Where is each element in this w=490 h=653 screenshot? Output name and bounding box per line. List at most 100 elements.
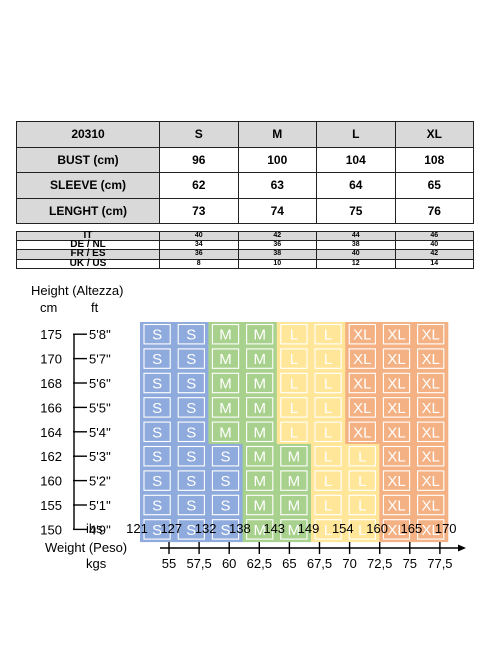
grid-cell <box>140 492 175 518</box>
grid-cell-frame <box>143 470 171 491</box>
kgs-label: 55 <box>162 556 176 571</box>
table-cell: 44 <box>316 230 396 242</box>
size-table-row: LENGHT (cm) 73 74 75 76 <box>16 197 474 224</box>
grid-cell-frame <box>280 372 308 394</box>
grid-cell <box>311 370 346 396</box>
grid-cell <box>208 346 244 372</box>
table-cell: 62 <box>159 172 239 199</box>
grid-cell <box>276 322 312 347</box>
height-ft-label: 5'7'' <box>89 352 111 367</box>
grid-cell-label: L <box>290 327 298 344</box>
grid-cell-label: L <box>324 473 332 490</box>
grid-cell-label: S <box>152 498 162 515</box>
grid-cell-label: M <box>253 351 266 368</box>
grid-cell-frame <box>382 397 411 418</box>
table-cell: 104 <box>316 146 396 173</box>
grid-cell-label: L <box>324 498 332 515</box>
size-table: 20310 S M L XL BUST (cm) 96 100 104 108 … <box>16 121 474 224</box>
grid-cell <box>345 468 380 494</box>
grid-cell-frame <box>382 372 411 394</box>
grid-cell-frame <box>382 323 411 345</box>
grid-cell-frame <box>246 421 274 443</box>
table-cell: 76 <box>394 197 474 224</box>
table-cell: 42 <box>237 230 317 242</box>
grid-cell-label: S <box>186 327 196 344</box>
grid-cell-label: M <box>219 424 232 441</box>
lbs-label: 149 <box>298 521 320 536</box>
grid-cell-label: XL <box>387 498 405 515</box>
kgs-label: 77,5 <box>427 556 452 571</box>
grid-cell-frame <box>211 372 240 394</box>
height-cm-label: 168 <box>40 376 62 391</box>
weight-axis-arrow-icon <box>458 544 466 552</box>
grid-cell-frame <box>280 397 308 418</box>
grid-cell-frame <box>348 421 376 443</box>
grid-cell-label: L <box>358 522 366 539</box>
size-header-xl: XL <box>394 121 474 148</box>
grid-cell-frame <box>177 494 205 516</box>
kgs-label: 60 <box>222 556 236 571</box>
grid-cell <box>413 419 449 445</box>
grid-cell <box>413 395 449 421</box>
grid-cell-label: XL <box>353 400 371 417</box>
grid-cell-label: S <box>152 351 162 368</box>
table-cell: 73 <box>159 197 239 224</box>
lbs-label: 170 <box>435 521 457 536</box>
table-cell: 38 <box>237 249 317 260</box>
grid-cell-frame <box>314 445 342 467</box>
grid-cell-label: M <box>219 327 232 344</box>
grid-cell-label: M <box>288 449 301 466</box>
grid-cell-label: L <box>290 400 298 417</box>
grid-cell-label: M <box>219 376 232 393</box>
lbs-label: 143 <box>263 521 285 536</box>
size-header-s: S <box>159 121 239 148</box>
grid-cell-label: M <box>253 522 266 539</box>
grid-cell <box>276 370 312 396</box>
grid-cell-frame <box>211 445 240 467</box>
grid-cell-frame <box>280 470 308 491</box>
height-ft-label: 5'4'' <box>89 425 111 440</box>
grid-cell-label: XL <box>422 424 440 441</box>
grid-cell-label: L <box>324 376 332 393</box>
height-title: Height (Altezza) <box>31 283 123 298</box>
table-cell: 100 <box>237 146 317 173</box>
grid-cell-label: XL <box>422 473 440 490</box>
grid-cell-frame <box>280 494 308 516</box>
grid-cell <box>242 346 278 372</box>
size-table-row: SLEEVE (cm) 62 63 64 65 <box>16 172 474 199</box>
grid-cell-frame <box>382 348 411 369</box>
grid-cell-frame <box>143 372 171 394</box>
grid-cell-label: S <box>152 400 162 417</box>
grid-cell <box>345 492 380 518</box>
grid-cell-label: XL <box>353 376 371 393</box>
grid-cell-label: L <box>358 498 366 515</box>
grid-cell <box>208 517 244 543</box>
ft-label: ft <box>91 300 99 315</box>
grid-cell-label: S <box>186 449 196 466</box>
region-label: DE / NL <box>16 240 160 251</box>
lbs-label: 160 <box>366 521 388 536</box>
grid-cell-label: M <box>219 400 232 417</box>
size-header-l: L <box>316 121 396 148</box>
grid-cell-frame <box>246 445 274 467</box>
conversion-row: DE / NL 34 36 38 40 <box>16 240 474 251</box>
grid-cell <box>242 517 278 543</box>
grid-cell-label: S <box>186 473 196 490</box>
grid-cell <box>140 517 175 543</box>
grid-cell <box>174 492 209 518</box>
grid-cell-frame <box>348 372 376 394</box>
lbs-label: 127 <box>160 521 182 536</box>
grid-cell-label: L <box>324 327 332 344</box>
grid-cell-label: L <box>290 351 298 368</box>
grid-cell-label: XL <box>387 522 405 539</box>
size-table-row: BUST (cm) 96 100 104 108 <box>16 146 474 173</box>
grid-cell <box>140 395 175 421</box>
grid-cell <box>174 468 209 494</box>
grid-cell-label: S <box>186 424 196 441</box>
grid-cell <box>413 444 449 469</box>
grid-cell <box>345 370 380 396</box>
grid-cell <box>242 322 278 347</box>
grid-cell <box>276 492 312 518</box>
grid-cell <box>174 346 209 372</box>
grid-cell <box>242 468 278 494</box>
